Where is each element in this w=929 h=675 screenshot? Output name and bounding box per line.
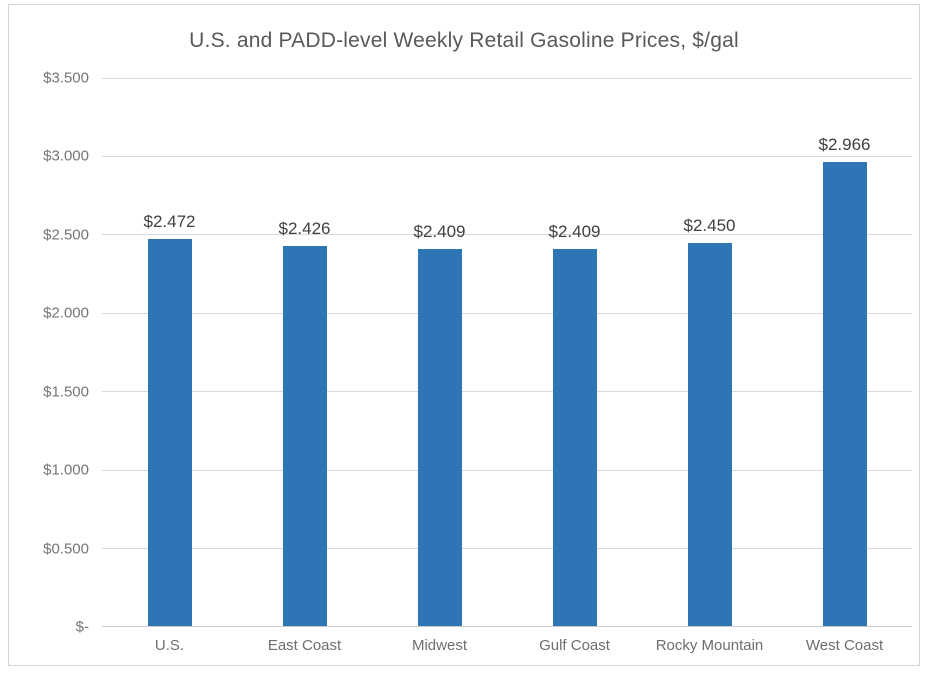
bar-column-5: $2.966 (777, 78, 912, 627)
y-tick-label: $3.000 (43, 147, 89, 165)
bar-value-label-3: $2.409 (548, 222, 601, 242)
x-tick-label-4: Rocky Mountain (655, 637, 764, 654)
bar-column-2: $2.409 (372, 78, 507, 627)
bar-value-label-0: $2.472 (143, 212, 196, 232)
gridline (102, 155, 912, 157)
bar-2 (417, 249, 462, 627)
bar-column-0: $2.472 (102, 78, 237, 627)
bar-5 (822, 161, 867, 627)
bar-value-label-1: $2.426 (278, 219, 331, 239)
gridline (102, 469, 912, 471)
bar-0 (147, 239, 192, 627)
bar-value-label-5: $2.966 (818, 134, 871, 154)
plot-area: $2.472 $2.426 $2.409 $2.409 $2.450 $2.966 (102, 77, 912, 627)
bar-column-1: $2.426 (237, 78, 372, 627)
y-tick-label: $- (75, 618, 89, 636)
gridline (102, 391, 912, 393)
gridline (102, 548, 912, 550)
bar-value-label-2: $2.409 (413, 222, 466, 242)
bar-column-3: $2.409 (507, 78, 642, 627)
gridline (102, 312, 912, 314)
y-tick-label: $2.000 (43, 304, 89, 322)
x-tick-label-1: East Coast (267, 637, 342, 654)
y-tick-label: $1.500 (43, 383, 89, 401)
bar-value-label-4: $2.450 (683, 215, 736, 235)
y-axis-labels: $3.500 $3.000 $2.500 $2.000 $1.500 $1.000 $0.5… (9, 70, 89, 636)
gridline (102, 77, 912, 79)
x-axis-line (102, 626, 912, 627)
y-tick-label: $1.000 (43, 461, 89, 479)
bars: $2.472 $2.426 $2.409 $2.409 $2.450 $2.966 (102, 78, 912, 627)
chart-title: U.S. and PADD-level Weekly Retail Gasoli… (189, 29, 739, 52)
y-tick-label: $3.500 (43, 69, 89, 87)
chart-frame: U.S. and PADD-level Weekly Retail Gasoli… (8, 4, 920, 666)
bar-1 (282, 246, 327, 627)
x-tick-label-3: Gulf Coast (539, 637, 610, 654)
gridline (102, 234, 912, 236)
bar-3 (552, 249, 597, 627)
y-tick-label: $2.500 (43, 226, 89, 244)
x-tick-label-2: Midwest (411, 637, 467, 654)
bar-4 (687, 242, 732, 627)
x-tick-label-5: West Coast (805, 637, 884, 654)
x-tick-label-0: U.S. (154, 637, 185, 654)
bar-column-4: $2.450 (642, 78, 777, 627)
x-axis-labels: U.S. East Coast Midwest Gulf Coast Rocky Mou… (102, 637, 912, 654)
y-tick-label: $0.500 (43, 540, 89, 558)
